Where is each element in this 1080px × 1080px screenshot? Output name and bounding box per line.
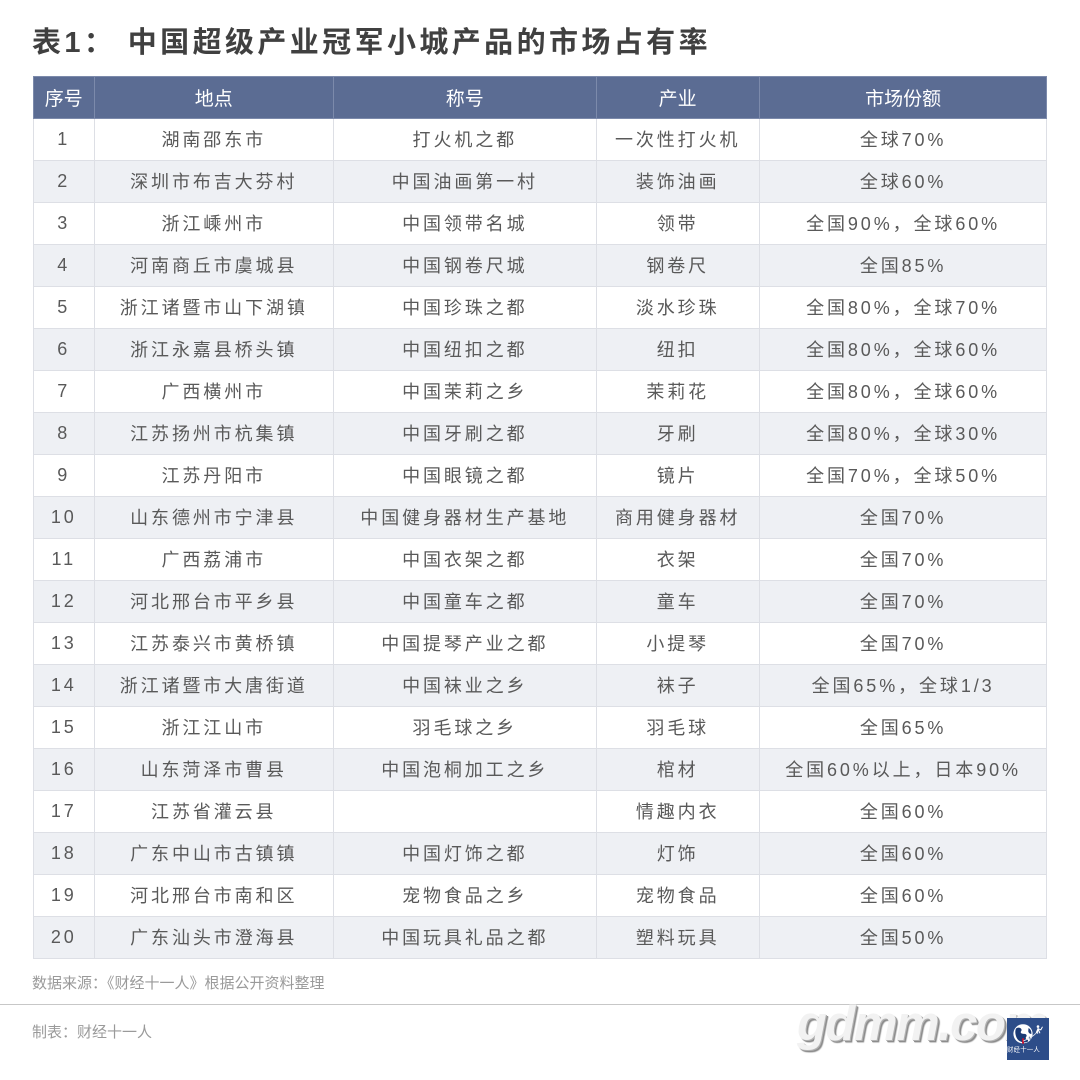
- svg-text:财经十一人: 财经十一人: [1007, 1044, 1040, 1053]
